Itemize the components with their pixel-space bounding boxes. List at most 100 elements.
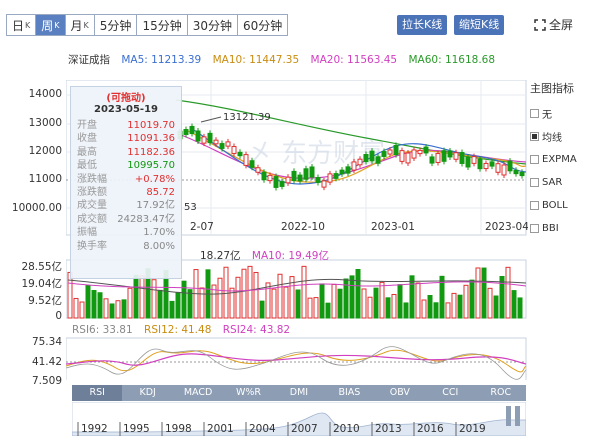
year-label: 2016 (417, 423, 444, 435)
tooltip-value: 1.70% (143, 227, 175, 239)
kline-chart[interactable]: 㐅 东方财富 13121.39 53 2-07 2022-10 2023-01 … (66, 80, 528, 380)
indicator-tab[interactable]: CCI (442, 387, 459, 398)
checkbox-icon[interactable] (530, 132, 539, 141)
volume-bar (373, 287, 379, 319)
candle (201, 136, 207, 144)
tooltip-value: 11182.36 (127, 146, 175, 158)
indicator-option[interactable]: 均线 (530, 125, 590, 148)
volume-bar (499, 275, 505, 319)
volume-bar (307, 297, 313, 319)
candle (459, 152, 465, 164)
year-navigator[interactable]: 1992 1995 1998 2001 2004 2007 2010 2013 2016 2019 (72, 402, 526, 436)
price-tick: 14000 (28, 88, 62, 100)
checkbox-icon[interactable] (530, 201, 539, 210)
candle (387, 149, 393, 155)
checkbox-icon[interactable] (530, 109, 539, 118)
tooltip-label: 换手率 (77, 240, 107, 252)
indicator-tab[interactable]: ROC (490, 387, 512, 398)
candle (195, 130, 201, 142)
candle (429, 156, 435, 164)
ohlc-tooltip[interactable]: (可拖动) 2023-05-19 开盘 11019.70 收盘 11091.36 最高 1… (70, 86, 182, 279)
candle (249, 160, 255, 168)
candle (513, 169, 519, 175)
indicator-tab[interactable]: OBV (389, 387, 410, 398)
tooltip-value: 24283.47亿 (117, 213, 175, 225)
tooltip-row: 成交额 24283.47亿 (71, 213, 181, 226)
candle (477, 158, 483, 170)
candle (351, 161, 357, 171)
volume-bar (475, 267, 481, 319)
volume-bar (385, 297, 391, 319)
tab-60min[interactable]: 60分钟 (238, 15, 288, 35)
tooltip-label: 振幅 (77, 227, 97, 239)
checkbox-icon[interactable] (530, 178, 539, 187)
indicator-option-label: SAR (542, 177, 563, 188)
volume-ma10: MA10: 19.49亿 (251, 250, 329, 262)
indicator-option-label: 均线 (542, 133, 562, 144)
checkbox-icon[interactable] (530, 155, 539, 164)
volume-bar (313, 297, 319, 319)
checkbox-icon[interactable] (530, 224, 539, 233)
candle (339, 169, 345, 175)
volume-bar (511, 290, 517, 319)
indicator-tab[interactable]: KDJ (139, 387, 156, 398)
svg-text:㐅 东方财富: 㐅 东方财富 (247, 139, 385, 169)
volume-bar (349, 275, 355, 319)
rsi-tick: 7.509 (31, 375, 62, 387)
year-label: 2007 (291, 423, 318, 435)
indicator-option[interactable]: BOLL (530, 194, 590, 217)
year-label: 1995 (123, 423, 150, 435)
volume-bar (445, 302, 451, 319)
candle (471, 156, 477, 164)
ma5-value: MA5: 11213.39 (121, 54, 202, 66)
tooltip-label: 开盘 (77, 120, 97, 131)
rsi6-value: RSI6: 33.81 (72, 324, 133, 336)
peak-label: 13121.39 (223, 112, 271, 123)
volume-bar (403, 302, 409, 319)
volume-bar (259, 300, 265, 319)
ma20-value: MA20: 11563.45 (310, 54, 398, 66)
volume-bar (151, 279, 157, 319)
indicator-tab[interactable]: RSI (72, 385, 123, 401)
volume-bar (361, 288, 367, 319)
indicator-option[interactable]: 无 (530, 102, 590, 125)
stretch-kline-button[interactable]: 拉长K线 (397, 15, 448, 35)
shrink-kline-button[interactable]: 缩短K线 (454, 15, 505, 35)
volume-bar (517, 297, 523, 319)
indicator-tab[interactable]: W%R (236, 387, 262, 398)
fullscreen-button[interactable]: 全屏 (534, 16, 573, 33)
fullscreen-label: 全屏 (549, 18, 574, 32)
indicator-option[interactable]: SAR (530, 171, 590, 194)
candle (231, 146, 237, 154)
year-label: 2001 (207, 423, 234, 435)
indicator-tab[interactable]: DMI (289, 387, 309, 398)
tab-30min[interactable]: 30分钟 (187, 15, 238, 35)
tooltip-date: 2023-05-19 (94, 104, 158, 115)
volume-bar (289, 276, 295, 319)
price-tick: 11000 (28, 173, 62, 185)
candle (435, 153, 441, 163)
volume-bar (139, 275, 145, 319)
candle (189, 125, 195, 135)
volume-bar (217, 277, 223, 319)
candle (369, 150, 375, 162)
candle (255, 167, 261, 173)
tooltip-value: 11019.70 (127, 120, 175, 131)
tab-5min[interactable]: 5分钟 (94, 15, 138, 35)
tooltip-value: 8.00% (143, 240, 175, 252)
volume-bar (175, 291, 181, 319)
tooltip-row: 开盘 11019.70 (71, 119, 181, 132)
indicator-option[interactable]: BBI (530, 217, 590, 240)
indicator-tab[interactable]: BIAS (338, 387, 361, 398)
volume-bar (331, 283, 337, 319)
candle (441, 150, 447, 162)
tab-15min[interactable]: 15分钟 (137, 15, 188, 35)
indicator-tab[interactable]: MACD (183, 387, 213, 398)
indicator-option[interactable]: EXPMA (530, 148, 590, 171)
volume-tick: 0 (55, 310, 62, 322)
rsi-tick: 41.42 (31, 356, 62, 368)
tooltip-row: 振幅 1.70% (71, 226, 181, 239)
